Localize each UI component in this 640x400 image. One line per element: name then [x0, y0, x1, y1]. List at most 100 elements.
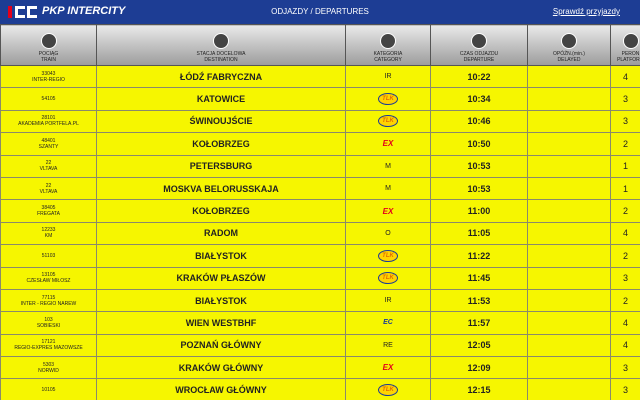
train-number: 13105: [41, 272, 56, 279]
train-number: 77115: [41, 294, 56, 301]
train-number: 103: [44, 316, 53, 323]
train-cell: 33043 INTER-REGIO: [0, 64, 97, 89]
category-logo: TLK: [378, 249, 398, 262]
departure-row: 13105 CZESŁAW MIŁOSZ KRAKÓW PŁASZÓW TLK 11:4…: [0, 266, 640, 290]
train-name: INTER - REGIO NAREW: [20, 300, 77, 307]
category-cell: M: [345, 154, 431, 178]
train-name: CZESŁAW MIŁOSZ: [26, 278, 71, 285]
train-number: 5303: [42, 361, 55, 368]
column-header: CZAS ODJAZDU DEPARTURE: [430, 24, 528, 66]
page-title: ODJAZDY / DEPARTURES: [271, 7, 369, 16]
column-header: PERONPLATFORM: [610, 24, 640, 66]
departure-time: 11:00: [430, 199, 528, 223]
departure-row: 38405 FREGATA KOŁOBRZEG EX 11:00 2: [0, 199, 640, 223]
train-cell: 13105 CZESŁAW MIŁOSZ: [0, 266, 97, 290]
departure-time: 10:53: [430, 154, 528, 178]
destination: POZNAŃ GŁÓWNY: [96, 333, 346, 358]
category-logo: TLK: [378, 272, 398, 285]
train-cell: 54105: [0, 87, 97, 111]
platform: 1: [610, 176, 640, 201]
column-label-pl: PERON: [621, 51, 640, 57]
category-cell: TLK: [345, 266, 431, 290]
departure-row: 22 VLTAVA MOSKVA BELORUSSKAJA M 10:53 1: [0, 176, 640, 201]
logo: [8, 6, 37, 18]
train-name: VLTAVA: [39, 188, 58, 195]
column-label-pl: STACJA DOCELOWA: [196, 51, 246, 57]
train-name: SOBIESKI: [36, 322, 61, 329]
column-icon: [471, 33, 487, 49]
platform: 2: [610, 199, 640, 223]
destination: ŁÓDŹ FABRYCZNA: [96, 64, 346, 89]
departure-row: 5303 NORWID KRAKÓW GŁÓWNY EX 12:09 3: [0, 356, 640, 380]
arrivals-link[interactable]: Sprawdź przyjazdy: [552, 7, 620, 16]
delay: [527, 333, 611, 358]
delay: [527, 378, 611, 400]
destination: KRAKÓW GŁÓWNY: [96, 356, 346, 380]
platform: 1: [610, 154, 640, 178]
category-cell: EX: [345, 356, 431, 380]
train-cell: 10105: [0, 378, 97, 400]
delay: [527, 199, 611, 223]
departure-time: 11:45: [430, 266, 528, 290]
header-row: POCIĄG TRAIN STACJA DOCELOWA DESTINATION KAT…: [0, 24, 640, 66]
column-icon: [213, 33, 229, 49]
category-logo: TLK: [378, 384, 398, 397]
train-cell: 77115 INTER - REGIO NAREW: [0, 288, 97, 313]
category: O: [385, 229, 391, 237]
destination: BIAŁYSTOK: [96, 288, 346, 313]
category-logo: TLK: [378, 115, 398, 128]
platform: 2: [610, 244, 640, 268]
departure-time: 12:05: [430, 333, 528, 358]
train-number: 17121: [41, 339, 56, 346]
category-logo: EX: [382, 363, 394, 373]
column-label-pl: OPÓŹN.(min.): [553, 51, 585, 57]
departure-row: 10105 WROCŁAW GŁÓWNY TLK 12:15 3: [0, 378, 640, 400]
destination: WROCŁAW GŁÓWNY: [96, 378, 346, 400]
column-label-pl: KATEGORIA: [373, 51, 403, 57]
category-cell: IR: [345, 64, 431, 89]
delay: [527, 244, 611, 268]
column-label-en: DEPARTURE: [463, 57, 495, 63]
column-header: OPÓŹN.(min.) DELAYED: [527, 24, 611, 66]
departure-time: 11:22: [430, 244, 528, 268]
train-number: 10105: [41, 387, 56, 394]
column-label-en: CATEGORY: [374, 57, 402, 63]
platform: 4: [610, 221, 640, 246]
table-body: 33043 INTER-REGIO ŁÓDŹ FABRYCZNA IR 10:22 4 54…: [0, 64, 640, 400]
category-logo: EC: [383, 319, 393, 327]
delay: [527, 221, 611, 246]
departure-time: 11:05: [430, 221, 528, 246]
column-label-en: DELAYED: [557, 57, 581, 63]
departure-time: 11:53: [430, 288, 528, 313]
destination: BIAŁYSTOK: [96, 244, 346, 268]
train-cell: 5303 NORWID: [0, 356, 97, 380]
delay: [527, 176, 611, 201]
destination: WIEN WESTBHF: [96, 311, 346, 335]
delay: [527, 311, 611, 335]
departure-row: 54105 KATOWICE TLK 10:34 3: [0, 87, 640, 111]
departure-row: 12233 KM RADOM O 11:05 4: [0, 221, 640, 246]
delay: [527, 154, 611, 178]
train-name: AKADEMIA PORTFELA.PL: [18, 121, 79, 128]
train-cell: 38405 FREGATA: [0, 199, 97, 223]
platform: 4: [610, 311, 640, 335]
destination: KOŁOBRZEG: [96, 132, 346, 156]
column-label-pl: CZAS ODJAZDU: [459, 51, 499, 57]
column-label-en: PLATFORM: [617, 57, 640, 63]
departure-row: 33043 INTER-REGIO ŁÓDŹ FABRYCZNA IR 10:22 4: [0, 64, 640, 89]
column-header: POCIĄG TRAIN: [0, 24, 97, 66]
platform: 3: [610, 378, 640, 400]
delay: [527, 132, 611, 156]
train-number: 38405: [41, 205, 56, 212]
departure-row: 22 VLTAVA PETERSBURG M 10:53 1: [0, 154, 640, 178]
train-name: NORWID: [38, 367, 59, 374]
destination: KATOWICE: [96, 87, 346, 111]
departure-time: 10:22: [430, 64, 528, 89]
departure-row: 17121 REGIO-EXPRES MAZOWSZE POZNAŃ GŁÓWNY R…: [0, 333, 640, 358]
departure-row: 51103 BIAŁYSTOK TLK 11:22 2: [0, 244, 640, 268]
category-cell: TLK: [345, 109, 431, 134]
train-cell: 48401 SZANTY: [0, 132, 97, 156]
train-name: VLTAVA: [39, 166, 58, 173]
platform: 3: [610, 109, 640, 134]
